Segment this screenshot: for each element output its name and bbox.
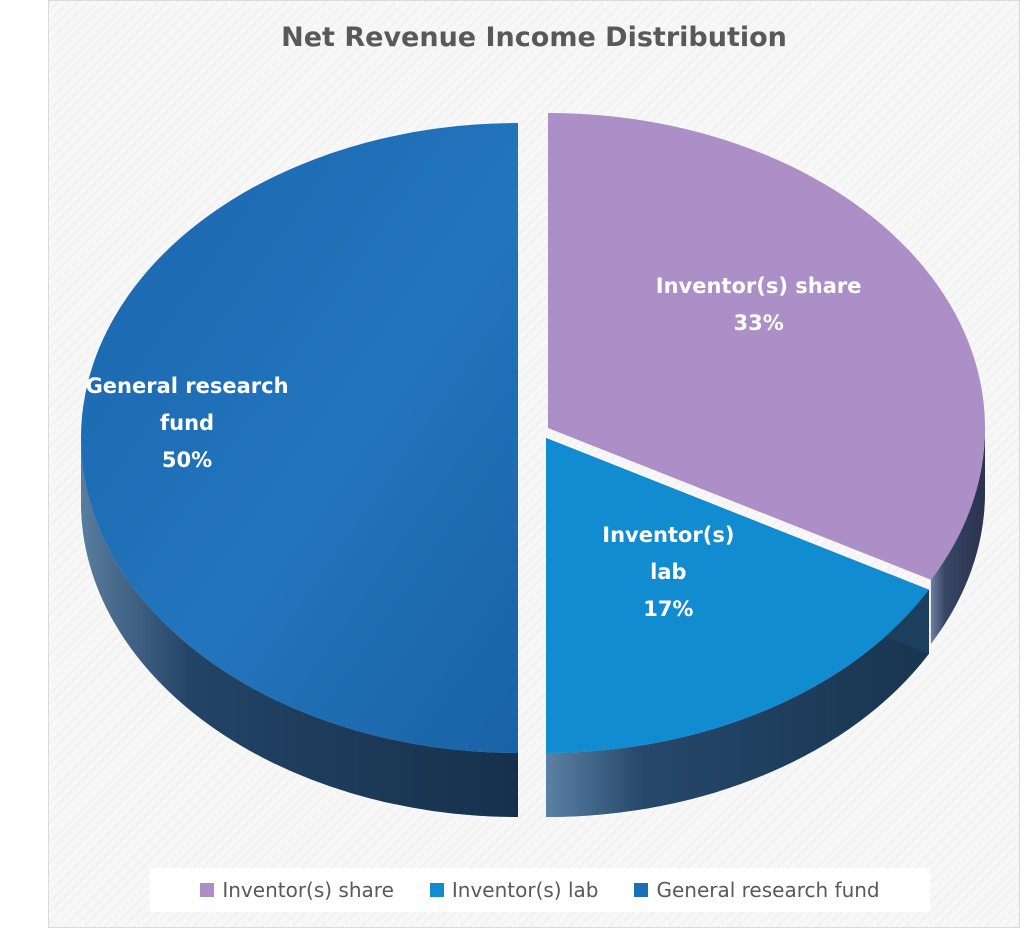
slice-label: Inventor(s) lab 17% [602, 523, 734, 621]
legend-swatch [200, 883, 215, 897]
slice-general-research-fund [81, 123, 518, 817]
legend-item: Inventor(s) share [200, 878, 394, 902]
slice-percent-label: 17% [643, 597, 693, 621]
slice-name-line: fund [160, 411, 214, 435]
slice-side-shade [930, 428, 985, 644]
slice-name-line: Inventor(s) [602, 523, 734, 547]
legend-label: General research fund [656, 878, 880, 902]
slice-name-line: Inventor(s) share [656, 274, 862, 298]
slice-side-shade [546, 589, 929, 817]
slice-top [548, 113, 986, 580]
legend-item: General research fund [634, 878, 880, 902]
slice-top [81, 123, 518, 753]
slice-side-shade [81, 438, 518, 817]
slice-percent-label: 50% [162, 448, 212, 472]
slice-label: General research fund 50% [86, 374, 289, 472]
slice-name-line: lab [650, 560, 686, 584]
slice-label: Inventor(s) share 33% [656, 274, 862, 335]
legend-swatch [429, 883, 444, 897]
slice-top [546, 438, 929, 753]
legend-label: Inventor(s) share [222, 878, 394, 902]
slice-percent-label: 33% [734, 311, 784, 335]
legend-item: Inventor(s) lab [429, 878, 599, 902]
legend-label: Inventor(s) lab [451, 878, 599, 902]
legend-swatch [634, 883, 649, 897]
slice-inventor-s-share [548, 113, 986, 644]
legend: Inventor(s) share Inventor(s) lab General … [150, 868, 930, 912]
slice-name-line: General research [86, 374, 289, 398]
slice-inventor-s-lab [546, 438, 929, 817]
chart-title: Net Revenue Income Distribution [281, 22, 787, 53]
